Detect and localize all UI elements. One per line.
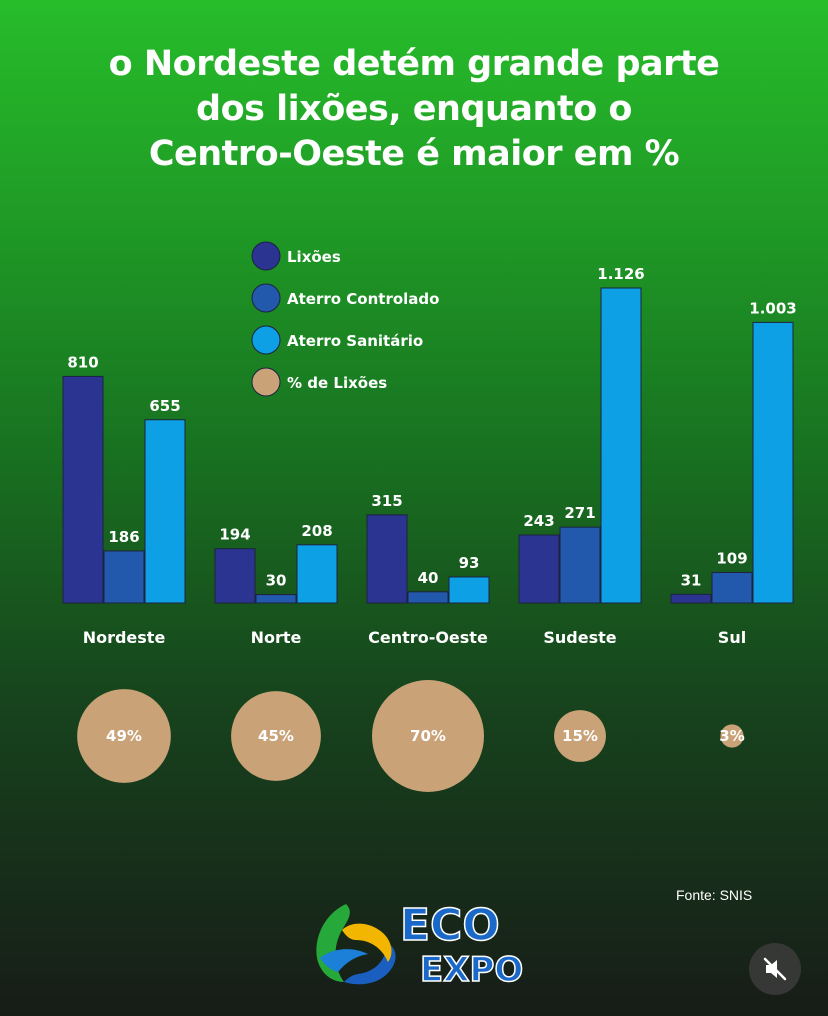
title-line-2: dos lixões, enquanto o xyxy=(196,89,632,129)
legend-label: Aterro Sanitário xyxy=(287,332,423,350)
bar-sudeste-1 xyxy=(518,534,560,604)
percent-label: 3% xyxy=(719,727,744,745)
bar-value-label: 194 xyxy=(219,526,250,544)
percent-label: 49% xyxy=(106,727,142,745)
volume-mute-icon xyxy=(763,957,787,981)
bar-nordeste-3 xyxy=(144,419,186,604)
bar-value-label: 40 xyxy=(418,569,439,587)
bar-value-label: 810 xyxy=(67,353,98,371)
bar-centro-oeste-2 xyxy=(407,591,449,604)
legend-swatch xyxy=(251,241,281,271)
bar-value-label: 208 xyxy=(301,522,332,540)
bar-value-label: 30 xyxy=(266,572,287,590)
bar-value-label: 1.003 xyxy=(749,299,796,317)
category-label: Norte xyxy=(251,628,302,647)
bar-norte-1 xyxy=(214,548,256,604)
bar-norte-2 xyxy=(255,594,297,604)
bar-nordeste-2 xyxy=(103,550,145,604)
logo-text-eco: ECO xyxy=(400,900,500,951)
percent-bubble xyxy=(372,680,484,792)
percent-label: 70% xyxy=(410,727,446,745)
bar-value-label: 186 xyxy=(108,528,139,546)
bar-value-label: 109 xyxy=(716,550,747,568)
bar-nordeste-1 xyxy=(62,375,104,604)
percent-label: 15% xyxy=(562,727,598,745)
source-label: Fonte: SNIS xyxy=(676,887,753,903)
bar-sul-1 xyxy=(670,593,712,604)
percent-bubble xyxy=(720,724,744,748)
legend-label: Aterro Controlado xyxy=(287,290,439,308)
bar-value-label: 1.126 xyxy=(597,265,644,283)
category-label: Sudeste xyxy=(543,628,616,647)
bar-value-label: 271 xyxy=(564,504,595,522)
bar-sudeste-3 xyxy=(600,287,642,604)
percent-bubble xyxy=(77,689,171,783)
percent-bubble xyxy=(554,710,606,762)
bar-centro-oeste-1 xyxy=(366,514,408,604)
title-line-3: Centro-Oeste é maior em % xyxy=(148,134,680,174)
legend-swatch xyxy=(251,325,281,355)
bar-value-label: 315 xyxy=(371,492,402,510)
chart-title: o Nordeste detém grande parte dos lixões… xyxy=(0,42,828,177)
logo-text-expo: EXPO xyxy=(420,950,523,990)
bar-centro-oeste-3 xyxy=(448,576,490,604)
bar-sul-2 xyxy=(711,572,753,604)
category-label: Centro-Oeste xyxy=(368,628,488,647)
legend-label: Lixões xyxy=(287,248,341,266)
bar-value-label: 93 xyxy=(459,554,480,572)
eco-expo-logo: ECO EXPO xyxy=(316,899,523,990)
bar-sul-3 xyxy=(752,321,794,604)
title-line-1: o Nordeste detém grande parte xyxy=(108,44,720,84)
bar-norte-3 xyxy=(296,544,338,604)
mute-button[interactable] xyxy=(749,943,801,995)
legend-swatch xyxy=(251,367,281,397)
percent-bubble xyxy=(231,691,321,781)
category-label: Sul xyxy=(718,628,746,647)
legend-label: % de Lixões xyxy=(287,374,387,392)
legend-swatch xyxy=(251,283,281,313)
bar-value-label: 31 xyxy=(681,571,702,589)
percent-label: 45% xyxy=(258,727,294,745)
bar-value-label: 655 xyxy=(149,397,180,415)
eco-expo-emblem-icon xyxy=(316,904,396,985)
bar-value-label: 243 xyxy=(523,512,554,530)
category-label: Nordeste xyxy=(83,628,166,647)
bar-sudeste-2 xyxy=(559,526,601,604)
